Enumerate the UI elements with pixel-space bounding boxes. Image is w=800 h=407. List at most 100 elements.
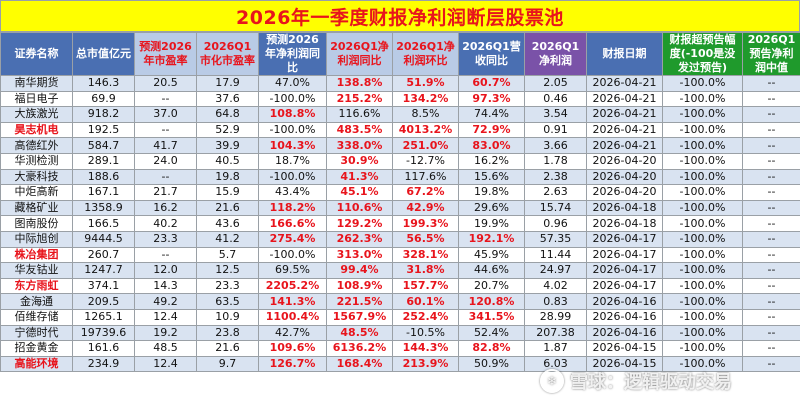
col-header-pe-2026[interactable]: 预测2026年市盈率 [134, 32, 197, 76]
table-row[interactable]: 株冶集团 260.7 -- 5.7 -100.0% 313.0% 328.1% 45.9% 11… [0, 246, 800, 264]
col-header-report-date[interactable]: 财报日期 [586, 32, 663, 76]
np-2026-yoy-cell: 118.2% [258, 199, 327, 217]
market-cap-cell: 584.7 [72, 137, 135, 154]
q1-np-qoq-cell: 117.6% [392, 168, 459, 186]
table-row[interactable]: 招金黄金 161.6 48.5 21.6 109.6% 6136.2% 144.3% 82.8… [0, 340, 800, 357]
table-row[interactable]: 大豪科技 188.6 -- 19.8 -100.0% 41.3% 117.6% 15.6% 2.… [0, 168, 800, 186]
table-row[interactable]: 中炬高新 167.1 21.7 15.9 43.4% 45.1% 67.2% 19.8% 2.6… [0, 184, 800, 201]
pe-q1-cell: 21.6 [196, 199, 259, 217]
report-date-cell: 2026-04-17 [586, 246, 663, 264]
q1-rev-yoy-cell: 16.2% [458, 152, 525, 170]
report-date-cell: 2026-04-20 [586, 184, 663, 201]
col-header-market-cap[interactable]: 总市值亿元 [72, 32, 135, 76]
q1-rev-yoy-cell: 97.3% [458, 90, 525, 108]
table-row[interactable]: 藏格矿业 1358.9 16.2 21.6 118.2% 110.6% 42.9% 29.6%… [0, 199, 800, 217]
table-row[interactable]: 华测检测 289.1 24.0 40.5 18.7% 30.9% -12.7% 16.2% 1.… [0, 152, 800, 170]
col-header-beat[interactable]: 财报超预告幅度(-100是没发过预告) [662, 32, 743, 76]
q1-np-yoy-cell: 313.0% [326, 246, 393, 264]
q1-np-qoq-cell: 157.7% [392, 277, 459, 295]
market-cap-cell: 1265.1 [72, 308, 135, 326]
q1-np-qoq-cell: 56.5% [392, 230, 459, 248]
pe-q1-cell: 10.9 [196, 308, 259, 326]
table-row[interactable]: 高能环境 234.9 12.4 9.7 126.7% 168.4% 213.9% 50.9% 6… [0, 355, 800, 373]
beat-cell: -100.0% [662, 168, 743, 186]
pe-q1-cell: 23.3 [196, 277, 259, 295]
beat-cell: -100.0% [662, 121, 743, 139]
table-row[interactable]: 东方雨虹 374.1 14.3 23.3 2205.2% 108.9% 157.7% 20.7… [0, 277, 800, 295]
market-cap-cell: 192.5 [72, 121, 135, 139]
beat-cell: -100.0% [662, 152, 743, 170]
q1-np-cell: 2.63 [524, 184, 587, 201]
q1-rev-yoy-cell: 45.9% [458, 246, 525, 264]
col-header-q1-np-yoy[interactable]: 2026Q1净利润同比 [326, 32, 393, 76]
col-header-q1-rev-yoy[interactable]: 2026Q1营收同比 [458, 32, 525, 76]
stock-name-cell: 招金黄金 [0, 340, 73, 357]
stock-name-cell: 高德红外 [0, 137, 73, 154]
report-date-cell: 2026-04-20 [586, 168, 663, 186]
np-2026-yoy-cell: 43.4% [258, 184, 327, 201]
pe-2026-cell: 12.0 [134, 262, 197, 279]
pe-2026-cell: 20.5 [134, 75, 197, 92]
col-header-q1-np[interactable]: 2026Q1净利润 [524, 32, 587, 76]
forecast-cell: -- [742, 75, 800, 92]
col-header-pe-q1[interactable]: 2026Q1市化市盈率 [196, 32, 259, 76]
q1-np-cell: 3.66 [524, 137, 587, 154]
col-header-name[interactable]: 证券名称 [0, 32, 73, 76]
q1-np-yoy-cell: 338.0% [326, 137, 393, 154]
np-2026-yoy-cell: 69.5% [258, 262, 327, 279]
col-header-forecast[interactable]: 2026Q1预告净利润中值 [742, 32, 800, 76]
beat-cell: -100.0% [662, 340, 743, 357]
pe-q1-cell: 64.8 [196, 106, 259, 123]
pe-2026-cell: 12.4 [134, 355, 197, 373]
table-row[interactable]: 大族激光 918.2 37.0 64.8 108.8% 116.6% 8.5% 74.4% 3.… [0, 106, 800, 123]
beat-cell: -100.0% [662, 308, 743, 326]
q1-np-yoy-cell: 108.9% [326, 277, 393, 295]
q1-np-cell: 11.44 [524, 246, 587, 264]
pe-q1-cell: 63.5 [196, 293, 259, 310]
q1-np-yoy-cell: 6136.2% [326, 340, 393, 357]
forecast-cell: -- [742, 168, 800, 186]
table-row[interactable]: 高德红外 584.7 41.7 39.9 104.3% 338.0% 251.0% 83.0%… [0, 137, 800, 154]
forecast-cell: -- [742, 277, 800, 295]
forecast-cell: -- [742, 90, 800, 108]
pe-q1-cell: 39.9 [196, 137, 259, 154]
pe-2026-cell: 49.2 [134, 293, 197, 310]
np-2026-yoy-cell: 18.7% [258, 152, 327, 170]
table-row[interactable]: 宁德时代 19739.6 19.2 23.8 42.7% 48.5% -10.5% 52.4%… [0, 324, 800, 342]
q1-rev-yoy-cell: 29.6% [458, 199, 525, 217]
forecast-cell: -- [742, 152, 800, 170]
pe-2026-cell: 37.0 [134, 106, 197, 123]
q1-np-qoq-cell: 8.5% [392, 106, 459, 123]
q1-np-qoq-cell: 51.9% [392, 75, 459, 92]
pe-q1-cell: 37.6 [196, 90, 259, 108]
report-date-cell: 2026-04-17 [586, 262, 663, 279]
table-row[interactable]: 华友钴业 1247.7 12.0 12.5 69.5% 99.4% 31.8% 44.6% 24… [0, 262, 800, 279]
beat-cell: -100.0% [662, 90, 743, 108]
table-row[interactable]: 昊志机电 192.5 -- 52.9 -100.0% 483.5% 4013.2% 72.9%… [0, 121, 800, 139]
market-cap-cell: 918.2 [72, 106, 135, 123]
stock-name-cell: 高能环境 [0, 355, 73, 373]
col-header-np-2026-yoy[interactable]: 预测2026年净利润同比 [258, 32, 327, 76]
q1-np-qoq-cell: -10.5% [392, 324, 459, 342]
q1-np-cell: 0.46 [524, 90, 587, 108]
table-row[interactable]: 金海通 209.5 49.2 63.5 141.3% 221.5% 60.1% 120.8% 0… [0, 293, 800, 310]
beat-cell: -100.0% [662, 262, 743, 279]
col-header-q1-np-qoq[interactable]: 2026Q1净利润环比 [392, 32, 459, 76]
table-row[interactable]: 中际旭创 9444.5 23.3 41.2 275.4% 262.3% 56.5% 192.1… [0, 230, 800, 248]
q1-np-yoy-cell: 30.9% [326, 152, 393, 170]
table-row[interactable]: 图南股份 166.5 40.2 43.6 166.6% 129.2% 199.3% 19.9%… [0, 215, 800, 232]
table-row[interactable]: 南华期货 146.3 20.5 17.9 47.0% 138.8% 51.9% 60.7% 2.… [0, 75, 800, 92]
table-row[interactable]: 福日电子 69.9 -- 37.6 -100.0% 215.2% 134.2% 97.3% 0.… [0, 90, 800, 108]
beat-cell: -100.0% [662, 106, 743, 123]
q1-np-cell: 24.97 [524, 262, 587, 279]
table-row[interactable]: 佰维存储 1265.1 12.4 10.9 1100.4% 1567.9% 252.4% 34… [0, 308, 800, 326]
q1-np-cell: 0.83 [524, 293, 587, 310]
q1-np-qoq-cell: 252.4% [392, 308, 459, 326]
stock-name-cell: 南华期货 [0, 75, 73, 92]
market-cap-cell: 234.9 [72, 355, 135, 373]
beat-cell: -100.0% [662, 215, 743, 232]
q1-rev-yoy-cell: 44.6% [458, 262, 525, 279]
q1-np-cell: 3.54 [524, 106, 587, 123]
q1-np-cell: 4.02 [524, 277, 587, 295]
pe-q1-cell: 12.5 [196, 262, 259, 279]
